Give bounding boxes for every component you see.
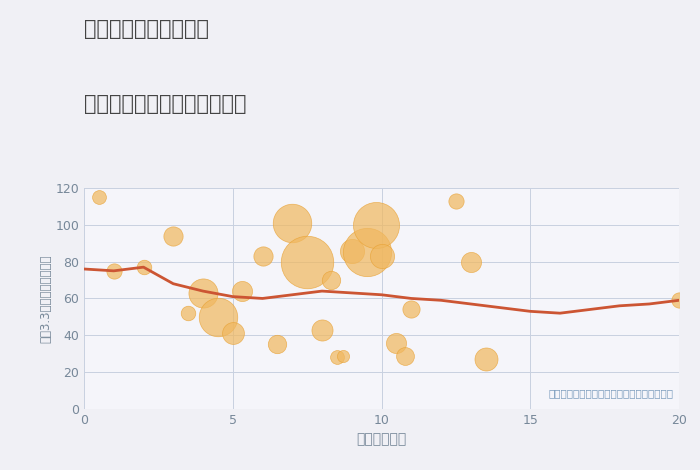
Point bbox=[108, 267, 119, 274]
Y-axis label: 坪（3.3㎡）単価（万円）: 坪（3.3㎡）単価（万円） bbox=[39, 254, 52, 343]
Text: 円の大きさは、取引のあった物件面積を示す: 円の大きさは、取引のあった物件面積を示す bbox=[548, 388, 673, 398]
Point bbox=[93, 194, 104, 201]
Point bbox=[326, 276, 337, 284]
Point bbox=[406, 306, 417, 313]
Point bbox=[391, 339, 402, 346]
Point bbox=[337, 352, 349, 359]
Point bbox=[236, 287, 247, 295]
Text: 三重県伊賀市伊勢路の: 三重県伊賀市伊勢路の bbox=[84, 19, 209, 39]
Point bbox=[370, 221, 381, 228]
Point bbox=[361, 249, 372, 256]
Point bbox=[376, 252, 387, 260]
Point bbox=[183, 309, 194, 317]
X-axis label: 駅距離（分）: 駅距離（分） bbox=[356, 432, 407, 446]
Point bbox=[212, 313, 223, 321]
Point bbox=[197, 289, 209, 297]
Point bbox=[272, 341, 283, 348]
Point bbox=[227, 329, 238, 337]
Point bbox=[257, 252, 268, 260]
Point bbox=[450, 197, 461, 204]
Point bbox=[480, 355, 491, 363]
Point bbox=[673, 297, 685, 304]
Point bbox=[168, 232, 179, 240]
Text: 駅距離別中古マンション価格: 駅距離別中古マンション価格 bbox=[84, 94, 246, 114]
Point bbox=[346, 247, 357, 254]
Point bbox=[331, 353, 342, 361]
Point bbox=[400, 352, 411, 359]
Point bbox=[316, 326, 328, 334]
Point bbox=[138, 263, 149, 271]
Point bbox=[287, 219, 298, 227]
Point bbox=[302, 258, 313, 266]
Point bbox=[465, 258, 476, 266]
